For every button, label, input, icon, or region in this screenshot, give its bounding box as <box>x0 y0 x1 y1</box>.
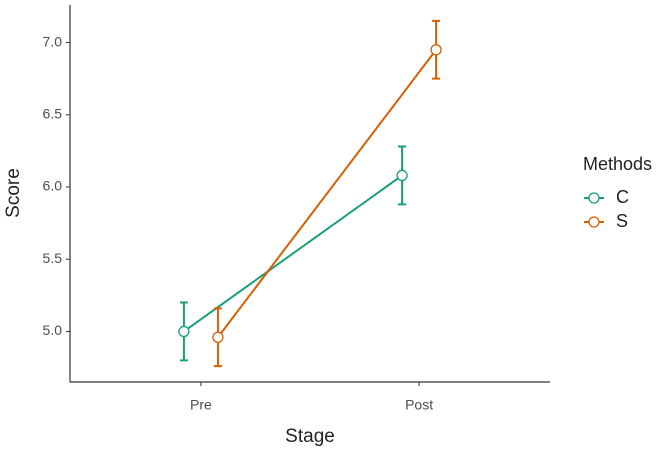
y-tick-label: 5.0 <box>43 322 63 338</box>
x-tick-label: Pre <box>190 397 212 413</box>
y-tick-label: 7.0 <box>43 33 63 49</box>
point <box>396 169 408 182</box>
legend-title: Methods <box>583 154 652 174</box>
series-line <box>183 174 403 333</box>
y-tick-label: 5.5 <box>43 250 63 266</box>
x-axis-title: Stage <box>285 426 335 447</box>
legend-key-point <box>588 192 600 204</box>
legend-label: S <box>616 211 628 231</box>
x-tick-label: Post <box>405 397 433 413</box>
y-tick-label: 6.0 <box>43 178 63 194</box>
point <box>178 325 190 338</box>
point <box>430 44 442 56</box>
legend-label: C <box>616 187 629 207</box>
y-tick-label: 6.5 <box>43 105 63 121</box>
series-line <box>217 49 437 338</box>
y-axis-title: Score <box>3 168 24 218</box>
legend-key-point <box>588 216 600 228</box>
point <box>212 331 224 343</box>
